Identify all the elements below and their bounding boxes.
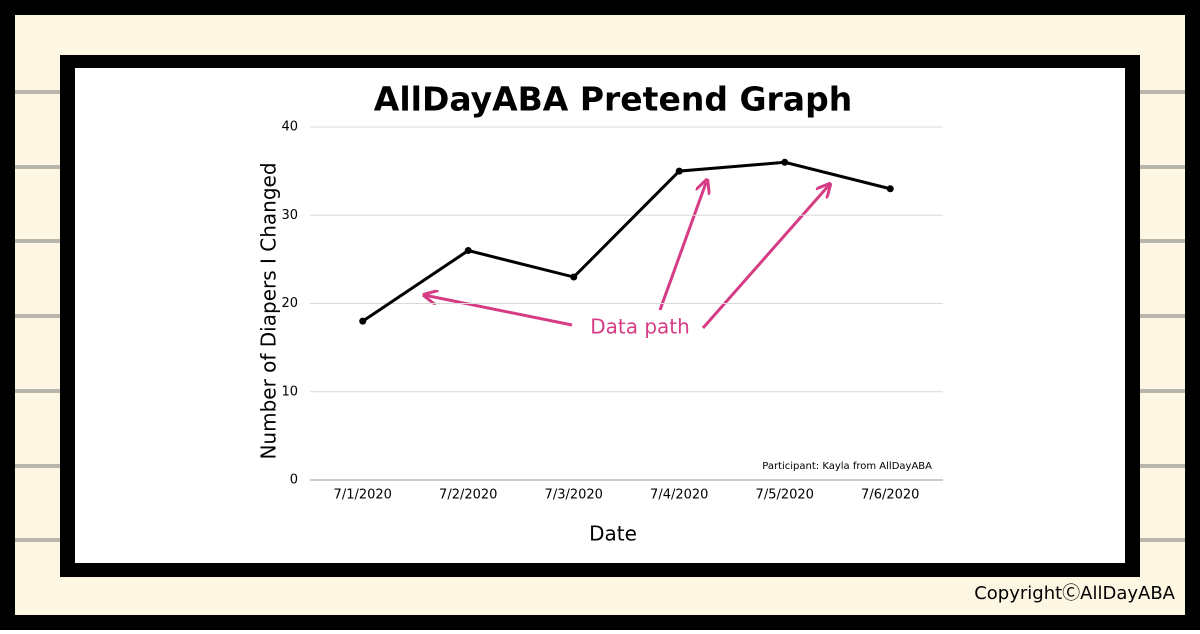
y-tick-label: 20 xyxy=(281,296,298,311)
x-tick-label: 7/2/2020 xyxy=(439,488,497,503)
data-point xyxy=(886,185,894,193)
annotation: Data path xyxy=(590,315,690,339)
copyright: CopyrightⒸAllDayABA xyxy=(974,583,1175,604)
data-point xyxy=(570,273,578,281)
y-tick-label: 0 xyxy=(290,473,298,488)
y-tick-label: 10 xyxy=(281,384,298,399)
x-axis-label: Date xyxy=(589,522,637,546)
data-point xyxy=(675,167,683,175)
x-tick-label: 7/4/2020 xyxy=(650,488,708,503)
chart-title: AllDayABA Pretend Graph xyxy=(374,80,852,119)
plot: 0 10 20 30 40 7/1/2020 7/2/2020 7/3/2020 7/4/202… xyxy=(281,120,943,503)
x-tick-label: 7/3/2020 xyxy=(545,488,603,503)
x-tick-label: 7/5/2020 xyxy=(756,488,814,503)
data-line xyxy=(361,160,891,323)
y-tick-label: 30 xyxy=(281,208,298,223)
x-tick-label: 7/1/2020 xyxy=(334,488,392,503)
y-axis-label: Number of Diapers I Changed xyxy=(257,162,281,459)
data-point xyxy=(781,158,789,166)
data-point xyxy=(464,247,472,255)
x-tick-label: 7/6/2020 xyxy=(861,488,919,503)
data-point xyxy=(359,317,367,325)
note: Participant: Kayla from AllDayABA xyxy=(762,461,932,472)
y-tick-label: 40 xyxy=(281,120,298,135)
